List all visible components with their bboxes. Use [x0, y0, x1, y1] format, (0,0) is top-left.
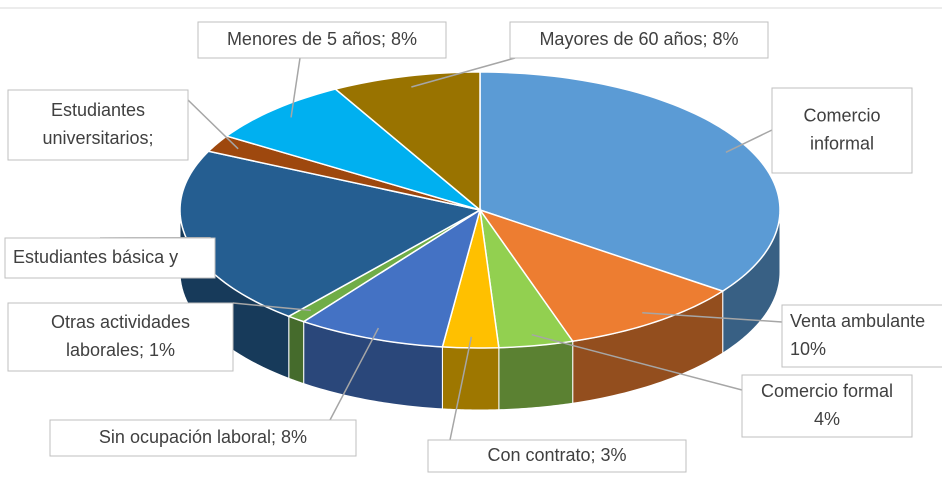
slice-side [288, 315, 305, 385]
data-label: Comercio formal [761, 381, 893, 401]
label-box [49, 419, 357, 457]
label-box [509, 21, 769, 59]
slice [301, 208, 482, 348]
label-box [197, 21, 447, 59]
data-label: 4% [814, 409, 840, 429]
slice [333, 71, 481, 212]
label-box [7, 89, 189, 161]
leader-line [329, 327, 380, 421]
slice [479, 71, 781, 292]
leader-line [232, 302, 311, 312]
slice [224, 88, 481, 211]
data-label: 10% [790, 339, 826, 359]
leader-line [187, 99, 239, 150]
leader-line [725, 129, 773, 154]
data-label: Comercio [803, 105, 880, 125]
label-box [427, 439, 687, 473]
data-label: Estudiantes [51, 100, 145, 120]
data-label: Sin ocupación laboral; 8% [99, 427, 307, 447]
slice [479, 209, 575, 349]
data-label: laborales; 1% [66, 340, 175, 360]
data-label: universitarios; [42, 128, 153, 148]
leader-line [411, 57, 516, 88]
label-box [4, 237, 216, 279]
leader-line [290, 57, 301, 118]
data-label: Venta ambulante [790, 311, 925, 331]
slice-side [441, 346, 500, 411]
data-label: Menores de 5 años; 8% [227, 29, 417, 49]
label-box [741, 374, 913, 438]
label-box [771, 87, 913, 174]
slice [478, 208, 725, 343]
leader-line [449, 336, 473, 441]
data-label: Con contrato; 3% [487, 445, 626, 465]
label-box [781, 304, 942, 368]
data-label: Mayores de 60 años; 8% [539, 29, 738, 49]
data-label: Estudiantes básica y [13, 247, 178, 267]
slice-side [498, 340, 574, 411]
leader-line [642, 311, 783, 323]
data-label: Otras actividades [51, 312, 190, 332]
data-label: informal [810, 133, 874, 153]
slice [441, 209, 500, 349]
leader-line [531, 333, 743, 391]
label-box [7, 302, 234, 372]
